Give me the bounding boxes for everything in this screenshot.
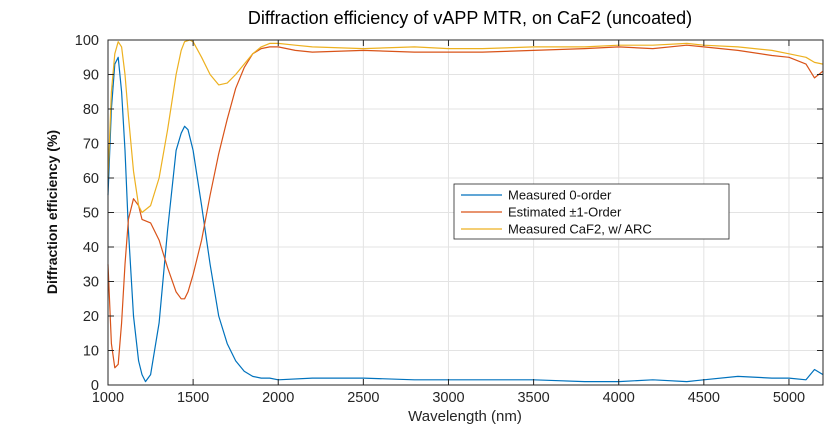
series-line-measured-0-order xyxy=(107,56,824,383)
x-axis-label: Wavelength (nm) xyxy=(408,408,522,425)
series-line-estimated-1-order xyxy=(107,44,824,369)
y-tick-label: 80 xyxy=(83,102,99,118)
y-tick-labels: 0 10 20 30 40 50 60 70 80 90 100 xyxy=(75,33,99,394)
legend-label-measured-caf2: Measured CaF2, w/ ARC xyxy=(508,222,652,237)
x-tick-label: 4000 xyxy=(603,390,635,406)
x-tick-label: 4500 xyxy=(688,390,720,406)
series-lines xyxy=(107,39,824,383)
x-tick-label: 5000 xyxy=(773,390,805,406)
y-tick-label: 0 xyxy=(91,378,99,394)
legend-label-measured-0-order: Measured 0-order xyxy=(508,188,612,203)
chart-title: Diffraction efficiency of vAPP MTR, on C… xyxy=(248,8,692,28)
x-tick-label: 2000 xyxy=(262,390,294,406)
x-tick-label: 1500 xyxy=(177,390,209,406)
y-tick-label: 30 xyxy=(83,275,99,291)
legend-label-estimated-1-order: Estimated ±1-Order xyxy=(508,205,622,220)
x-tick-label: 3000 xyxy=(432,390,464,406)
y-axis-label: Diffraction efficiency (%) xyxy=(44,130,60,294)
y-tick-label: 70 xyxy=(83,137,99,153)
axis-ticks xyxy=(107,39,823,386)
x-tick-labels: 1000 1500 2000 2500 3000 3500 4000 4500 5000 xyxy=(92,390,805,406)
y-tick-label: 50 xyxy=(83,206,99,222)
legend: Measured 0-order Estimated ±1-Order Meas… xyxy=(453,183,730,240)
y-tick-label: 90 xyxy=(83,68,99,84)
x-tick-label: 2500 xyxy=(347,390,379,406)
grid xyxy=(107,39,823,386)
y-tick-label: 100 xyxy=(75,33,99,49)
y-tick-label: 20 xyxy=(83,309,99,325)
series-line-measured-caf2-w-arc xyxy=(107,39,824,214)
y-tick-label: 10 xyxy=(83,344,99,360)
y-tick-label: 40 xyxy=(83,240,99,256)
y-tick-label: 60 xyxy=(83,171,99,187)
x-tick-label: 1000 xyxy=(92,390,124,406)
x-tick-label: 3500 xyxy=(517,390,549,406)
